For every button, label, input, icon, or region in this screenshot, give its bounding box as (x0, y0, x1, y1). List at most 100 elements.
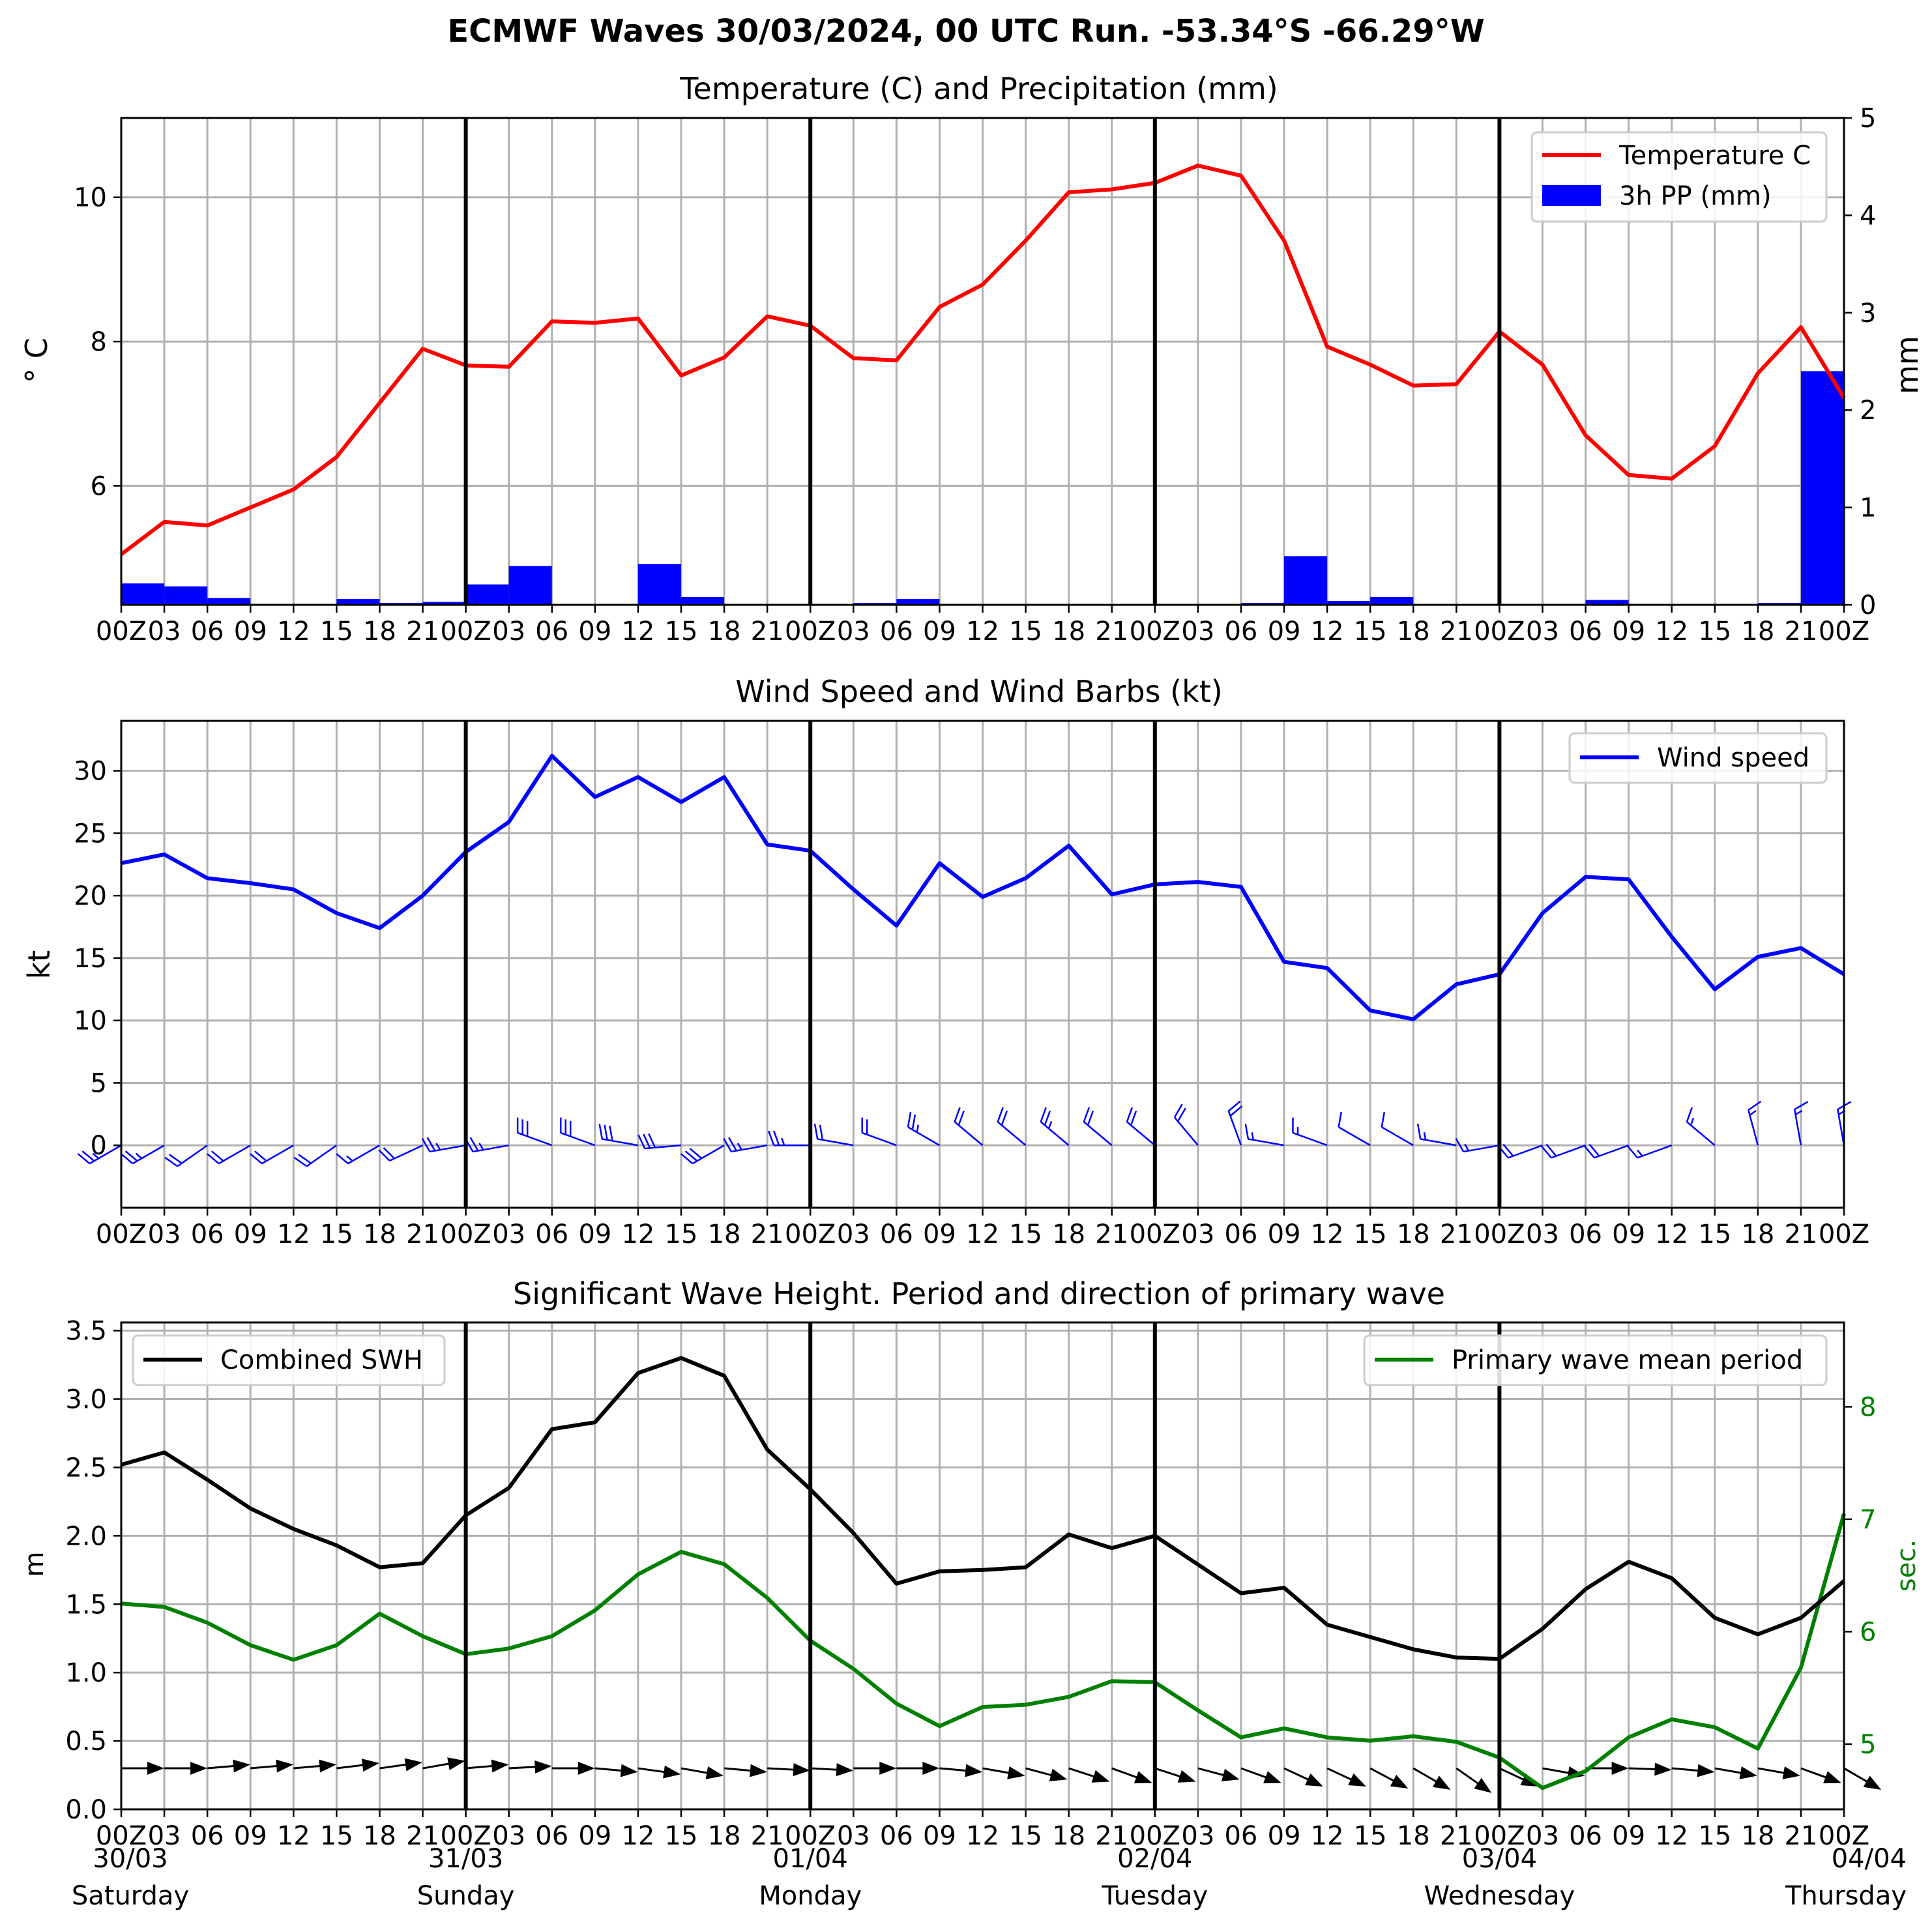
y-tick-label: 30 (74, 757, 107, 787)
wind-barb-staff (1463, 1144, 1500, 1153)
wind-barb-feather (1381, 1111, 1386, 1128)
x-tick-label: 15 (665, 1219, 698, 1249)
x-tick-label: 15 (1009, 617, 1042, 647)
wave-arrow-head (319, 1759, 337, 1773)
wave-arrow (379, 1758, 422, 1772)
wave-arrow-head (879, 1762, 897, 1775)
wave-arrow (1068, 1767, 1110, 1783)
y-tick-label: 8 (91, 327, 107, 357)
wave-arrow (982, 1766, 1025, 1779)
period-line (121, 1513, 1846, 1790)
x-tick-label: 06 (1569, 1219, 1602, 1249)
wind-barb-feather (997, 1107, 1004, 1122)
temperature-precip-panel: Temperature (C) and Precipitation (mm) 0… (19, 71, 1925, 647)
wind-barb (1584, 1143, 1630, 1159)
x-tick-label: 06 (880, 1219, 913, 1249)
wind-barb (1126, 1107, 1156, 1146)
wind-barb-feather (1455, 1138, 1465, 1152)
precip-bar (164, 586, 208, 605)
wind-barb (1381, 1111, 1414, 1146)
x-tick-label: 00Z (1819, 1821, 1869, 1851)
y-tick-label: 2.5 (65, 1453, 107, 1483)
y-tick-label: 10 (74, 1006, 107, 1036)
x-tick-label: 15 (1698, 1219, 1731, 1249)
wave-arrow-head (1863, 1775, 1882, 1790)
x-tick-label: 21 (1440, 1219, 1473, 1249)
x-tick-label: 06 (1224, 1219, 1257, 1249)
x-tick-label: 00Z (1819, 1219, 1869, 1249)
x-tick-label: 15 (665, 617, 698, 647)
wave-arrow (594, 1764, 638, 1777)
wave-arrow (508, 1760, 552, 1773)
wind-barb-feather (773, 1130, 780, 1146)
wind-barb (813, 1124, 854, 1146)
x-tick-label: 03 (1526, 617, 1559, 647)
x-tick-label: 18 (1397, 1219, 1430, 1249)
x-tick-label: 21 (751, 1821, 784, 1851)
wind-barb-staff (1686, 1121, 1716, 1146)
x-tick-label: 18 (1741, 1219, 1774, 1249)
wind-barb (421, 1137, 466, 1153)
x-tick-label: 12 (966, 1821, 999, 1851)
wind-barb-feather (1087, 1110, 1094, 1126)
wind-barb (250, 1145, 294, 1165)
wave-arrow (681, 1766, 724, 1779)
wave-arrow (896, 1762, 940, 1775)
y2-tick-label: 2 (1860, 396, 1876, 426)
wind-barb (1083, 1107, 1113, 1146)
wind-barb-feather (426, 1137, 436, 1152)
x-tick-label: 09 (234, 1821, 267, 1851)
date-label: 30/03 (93, 1844, 168, 1874)
x-tick-label: 03 (837, 1219, 870, 1249)
wind-barb (1338, 1111, 1371, 1146)
x-tick-label: 03 (148, 1219, 181, 1249)
wind-barb-feather (958, 1110, 965, 1126)
wind-barb-staff (1551, 1145, 1586, 1159)
wind-barb-feather (1040, 1107, 1047, 1122)
wave-arrow-head (705, 1766, 724, 1779)
x-tick-label: 06 (1569, 1821, 1602, 1851)
wave-arrow (1628, 1762, 1672, 1776)
swh-legend: Combined SWH (132, 1334, 446, 1386)
x-tick-label: 00Z (1130, 1219, 1180, 1249)
wave-arrow (250, 1759, 293, 1773)
x-tick-label: 03 (837, 1821, 870, 1851)
wave-arrow-head (404, 1758, 422, 1772)
wind-barb-half-feather (916, 1124, 920, 1133)
wave-arrow-head (793, 1763, 811, 1777)
wave-arrow-head (534, 1760, 552, 1773)
wind-barb (680, 1145, 725, 1165)
precip-bar (422, 602, 466, 605)
wind-barb (378, 1145, 424, 1162)
y-tick-label: 6 (91, 471, 107, 501)
wind-barb-staff (817, 1138, 854, 1146)
x-tick-label: 03 (1526, 1219, 1559, 1249)
figure-title: ECMWF Waves 30/03/2024, 00 UTC Run. -53.… (447, 13, 1484, 50)
wind-barb-staff (517, 1131, 553, 1146)
date-labels: 30/03 Saturday 31/03 Sunday 01/04 Monday 02/04… (72, 1844, 1907, 1911)
x-tick-label: 03 (492, 1821, 525, 1851)
wind-barb-staff (645, 1144, 682, 1150)
wave-arrow (767, 1763, 811, 1777)
x-tick-label: 03 (1181, 1821, 1214, 1851)
x-tick-label: 06 (535, 1821, 568, 1851)
x-tick-label: 06 (1224, 1821, 1257, 1851)
wind-barb-staff (1594, 1145, 1630, 1159)
wind-barb-feather (728, 1137, 737, 1152)
wind-barb-staff (389, 1145, 424, 1162)
wave-arrow-head (965, 1764, 983, 1777)
precip-legend-swatch (1542, 185, 1601, 206)
wind-barb (1040, 1107, 1070, 1146)
x-tick-label: 12 (621, 1219, 654, 1249)
x-tick-label: 12 (966, 617, 999, 647)
wind-barb-feather (819, 1124, 824, 1141)
x-tick-label: 00Z (440, 1821, 491, 1851)
wave-arrow-head (663, 1765, 681, 1779)
temperature-ylabel: ° C (19, 338, 54, 383)
x-tick-label: 06 (191, 617, 224, 647)
x-tick-label: 09 (1268, 1821, 1301, 1851)
period-ylabel: sec. (1892, 1539, 1922, 1592)
wind-barb-staff (602, 1138, 639, 1146)
x-tick-label: 15 (1698, 617, 1731, 647)
wind-barb-feather (1001, 1110, 1008, 1126)
